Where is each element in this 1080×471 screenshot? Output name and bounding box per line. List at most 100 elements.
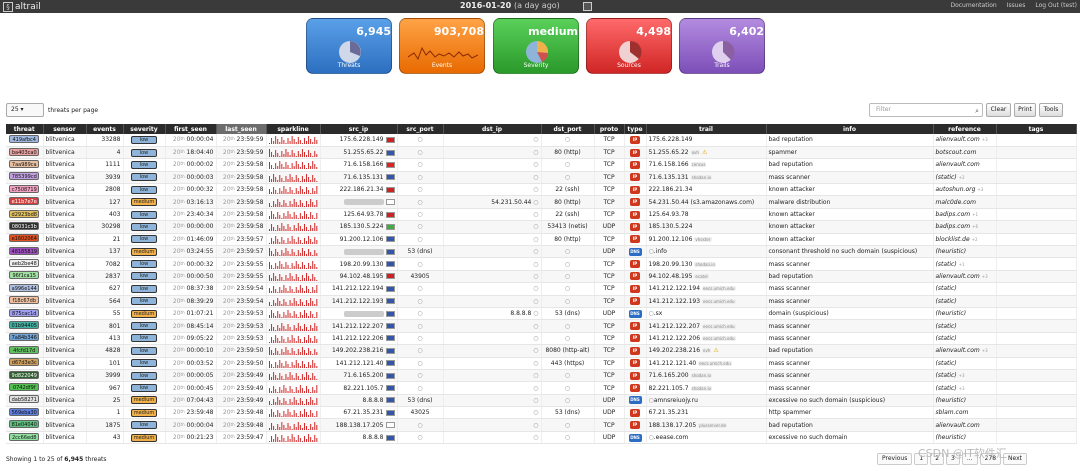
- trail-value[interactable]: .eease.com: [653, 434, 689, 442]
- tags-cell[interactable]: [996, 344, 1077, 358]
- table-row[interactable]: d2923bd8 blitvenica 403 low 20th 23:40:34 20t…: [6, 208, 1077, 222]
- trail-value[interactable]: .info: [653, 248, 667, 256]
- trail-value[interactable]: 51.255.65.22: [648, 149, 689, 157]
- tags-cell[interactable]: [996, 307, 1077, 321]
- reference-more-badge[interactable]: +2: [971, 236, 978, 242]
- page-3-button[interactable]: 3: [946, 453, 960, 465]
- threat-id-tag[interactable]: 875cac1d: [9, 308, 40, 317]
- tags-cell[interactable]: [996, 171, 1077, 185]
- threat-id-tag[interactable]: 7a84b346: [9, 333, 40, 342]
- table-row[interactable]: 9d822049 blitvenica 3999 low 20th 00:00:05 20…: [6, 369, 1077, 383]
- trail-value[interactable]: 141.212.122.193: [648, 297, 701, 305]
- column-header-src_port[interactable]: src_port: [397, 124, 444, 134]
- filter-input[interactable]: Filter ⌕: [869, 103, 983, 117]
- trail-value[interactable]: 149.202.238.216: [648, 347, 701, 355]
- tags-cell[interactable]: [996, 332, 1077, 346]
- reference-value[interactable]: (static): [935, 359, 957, 367]
- documentation-link[interactable]: Documentation: [950, 2, 997, 9]
- tags-cell[interactable]: [996, 158, 1077, 172]
- table-row[interactable]: 419afbc4 blitvenica 33288 low 20th 00:00:04 2…: [6, 134, 1077, 147]
- src-ip-value[interactable]: 82.221.105.7: [343, 384, 384, 392]
- threat-id-tag[interactable]: 4fcfd17d: [9, 345, 40, 354]
- tags-cell[interactable]: [996, 146, 1077, 160]
- src-ip-value[interactable]: 71.6.158.166: [343, 161, 384, 169]
- reference-value[interactable]: alienvault.com: [935, 136, 980, 144]
- table-row[interactable]: 4fcfd17d blitvenica 4828 low 20th 00:00:10 20…: [6, 344, 1077, 358]
- table-row[interactable]: 7a84b346 blitvenica 413 low 20th 09:05:22 20t…: [6, 332, 1077, 346]
- column-header-dst_ip[interactable]: dst_ip: [443, 124, 542, 134]
- src-ip-value[interactable]: 222.186.21.34: [339, 186, 384, 194]
- reference-value[interactable]: blocklist.de: [935, 235, 970, 243]
- column-header-tags[interactable]: tags: [996, 124, 1077, 134]
- reference-value[interactable]: (static): [935, 334, 957, 342]
- tags-cell[interactable]: [996, 245, 1077, 259]
- src-ip-value[interactable]: 175.6.228.149: [339, 136, 384, 144]
- tags-cell[interactable]: [996, 418, 1077, 432]
- src-ip-value[interactable]: 8.8.8.8: [362, 434, 384, 442]
- table-row[interactable]: 0742df9f blitvenica 967 low 20th 00:00:45 20t…: [6, 381, 1077, 395]
- reference-value[interactable]: alienvault.com: [935, 161, 980, 169]
- threat-id-tag[interactable]: 9d822049: [9, 370, 40, 379]
- threat-id-tag[interactable]: f18c67db: [9, 296, 40, 305]
- threat-id-tag[interactable]: e1602064: [9, 234, 40, 243]
- column-header-src_ip[interactable]: src_ip: [320, 124, 398, 134]
- threat-id-tag[interactable]: 81e04040: [9, 420, 40, 429]
- threat-id-tag[interactable]: c7508719: [9, 184, 40, 193]
- src-ip-value[interactable]: 198.20.99.130: [339, 260, 384, 268]
- tags-cell[interactable]: [996, 270, 1077, 284]
- table-row[interactable]: e1602064 blitvenica 21 low 20th 01:46:09 20th…: [6, 233, 1077, 247]
- column-header-events[interactable]: events: [86, 124, 124, 134]
- column-header-dst_port[interactable]: dst_port: [541, 124, 595, 134]
- tags-cell[interactable]: [996, 282, 1077, 296]
- reference-more-badge[interactable]: +3: [981, 273, 988, 279]
- reference-value[interactable]: (static): [935, 173, 957, 181]
- reference-more-badge[interactable]: +3: [981, 137, 988, 143]
- threat-id-tag[interactable]: ba403ca0: [9, 147, 40, 156]
- table-row[interactable]: aeb2be48 blitvenica 7082 low 20th 00:00:32 20…: [6, 257, 1077, 271]
- column-header-severity[interactable]: severity: [123, 124, 166, 134]
- reference-more-badge[interactable]: +1: [958, 261, 965, 267]
- table-row[interactable]: 875cac1d blitvenica 55 medium 20th 01:07:21 2…: [6, 307, 1077, 321]
- src-ip-value[interactable]: 67.21.35.231: [343, 409, 384, 417]
- table-row[interactable]: a996e144 blitvenica 627 low 20th 08:37:38 20t…: [6, 282, 1077, 296]
- reference-value[interactable]: (heuristic): [935, 310, 967, 318]
- trail-value[interactable]: 198.20.99.130: [648, 260, 693, 268]
- sources-tile[interactable]: 4,498 Sources: [586, 18, 672, 74]
- column-header-last_seen[interactable]: last_seen: [216, 124, 267, 134]
- column-header-sensor[interactable]: sensor: [43, 124, 87, 134]
- trail-value[interactable]: 222.186.21.34: [648, 186, 693, 194]
- app-logo[interactable]: § altrail: [3, 1, 41, 12]
- severity-tile[interactable]: medium Severity: [493, 18, 579, 74]
- threat-id-tag[interactable]: d67d3e3c: [9, 358, 40, 367]
- clear-button[interactable]: Clear: [986, 103, 1011, 117]
- period-display[interactable]: 2016-01-20 (a day ago): [460, 1, 560, 10]
- src-ip-value[interactable]: 91.200.12.106: [339, 235, 384, 243]
- table-row[interactable]: dab58271 blitvenica 25 medium 20th 07:04:43 2…: [6, 394, 1077, 408]
- page-1-button[interactable]: 1: [914, 453, 929, 465]
- trail-value[interactable]: 141.212.122.206: [648, 334, 701, 342]
- reference-value[interactable]: alienvault.com: [935, 272, 980, 280]
- issues-link[interactable]: Issues: [1006, 2, 1026, 9]
- reference-value[interactable]: (static): [935, 322, 957, 330]
- reference-more-badge[interactable]: +3: [958, 373, 965, 379]
- reference-value[interactable]: (static): [935, 372, 957, 380]
- trail-value[interactable]: 71.6.165.200: [648, 372, 689, 380]
- trail-value[interactable]: 141.212.122.207: [648, 322, 701, 330]
- reference-value[interactable]: alienvault.com: [935, 347, 980, 355]
- table-row[interactable]: e11b7e7e blitvenica 127 medium 20th 03:16:13…: [6, 195, 1077, 209]
- threat-id-tag[interactable]: 08031c3b: [9, 221, 40, 230]
- column-header-info[interactable]: info: [766, 124, 934, 134]
- threat-id-tag[interactable]: dab58271: [9, 395, 40, 404]
- threat-id-tag[interactable]: aeb2be48: [9, 259, 40, 268]
- tags-cell[interactable]: [996, 381, 1077, 395]
- tags-cell[interactable]: [996, 183, 1077, 197]
- tags-cell[interactable]: [996, 319, 1077, 333]
- tags-cell[interactable]: [996, 406, 1077, 420]
- trail-value[interactable]: 141.212.121.40: [648, 359, 697, 367]
- tags-cell[interactable]: [996, 220, 1077, 234]
- table-row[interactable]: 08031c3b blitvenica 30298 low 20th 00:00:00 2…: [6, 220, 1077, 234]
- src-ip-value[interactable]: 141.212.122.207: [331, 322, 384, 330]
- tags-cell[interactable]: [996, 134, 1077, 147]
- threat-id-tag[interactable]: 01b94405: [9, 321, 40, 330]
- reference-value[interactable]: (static): [935, 285, 957, 293]
